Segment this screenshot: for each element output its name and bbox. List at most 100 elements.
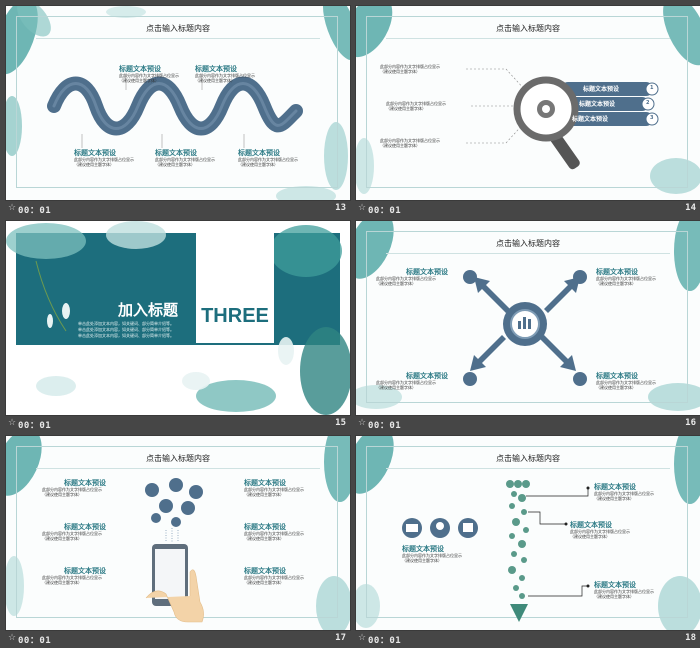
tab-label: 标题文本预设 xyxy=(583,86,620,93)
floral-decoration xyxy=(6,436,350,630)
slide-footer: ☆ 00：01 18 xyxy=(356,632,700,648)
slide-title: 点击输入标题内容 xyxy=(146,454,210,463)
slide-title: 点击输入标题内容 xyxy=(496,454,560,463)
slide-footer: ☆ 00：01 15 xyxy=(6,417,350,433)
item-label: 标题文本预设 xyxy=(119,65,161,73)
item-body: 此部分内容作为文字排版占位显示 （建议使用主题字体） xyxy=(402,553,462,563)
section-number: THREE xyxy=(201,305,269,327)
slide-footer: ☆ 00：01 14 xyxy=(356,202,700,218)
slide-title: 点击输入标题内容 xyxy=(496,24,560,33)
item-body: 此部分内容作为文字排版占位显示 （建议使用主题字体） xyxy=(380,138,440,148)
slide-number: 17 xyxy=(335,633,346,643)
slide-number: 15 xyxy=(335,418,346,428)
item-body: 此部分内容作为文字排版占位显示 （建议使用主题字体） xyxy=(386,101,446,111)
item-label: 标题文本预设 xyxy=(155,149,197,157)
magnifier-graphic xyxy=(466,68,659,170)
floral-decoration xyxy=(356,436,700,630)
title-divider xyxy=(36,468,320,469)
item-label: 标题文本预设 xyxy=(596,372,638,380)
wave-snake-graphic xyxy=(47,74,303,148)
slide-number: 16 xyxy=(685,418,696,428)
slide-frame xyxy=(366,231,688,403)
item-label: 标题文本预设 xyxy=(406,268,448,276)
slide-footer: ☆ 00：01 16 xyxy=(356,417,700,433)
section-heading: 加入标题 xyxy=(118,301,179,319)
item-label: 标题文本预设 xyxy=(64,523,106,531)
slide-title: 点击输入标题内容 xyxy=(496,239,560,248)
item-body: 此部分内容作为文字排版占位显示 （建议使用主题字体） xyxy=(42,487,102,497)
tab-label: 标题文本预设 xyxy=(572,116,609,123)
item-body: 此部分内容作为文字排版占位显示 （建议使用主题字体） xyxy=(238,157,298,167)
transition-star-icon: ☆ xyxy=(8,418,17,428)
item-label: 标题文本预设 xyxy=(238,149,280,157)
item-label: 标题文本预设 xyxy=(244,479,286,487)
title-divider xyxy=(386,38,670,39)
phone-cloud-graphic xyxy=(145,478,204,623)
transition-star-icon: ☆ xyxy=(358,418,367,428)
tab-number: 3 xyxy=(650,115,654,121)
pencil-dots-graphic xyxy=(402,480,590,622)
slide-18: 点击输入标题内容 标题文本预设 此部 xyxy=(356,436,700,630)
item-label: 标题文本预设 xyxy=(244,567,286,575)
slide-17: 点击输入标题内容 标题文本预设 此部分内容作为文字排版占位显示 （建议使用主题字体… xyxy=(6,436,350,630)
item-body: 此部分内容作为文字排版占位显示 （建议使用主题字体） xyxy=(596,380,656,390)
item-label: 标题文本预设 xyxy=(402,545,444,553)
item-body: 此部分内容作为文字排版占位显示 （建议使用主题字体） xyxy=(244,575,304,585)
slide-15: THREE 加入标题 单击此处添加文本内容，如关键词、部分简单介绍等。 单击此处… xyxy=(6,221,350,415)
slide-frame xyxy=(366,446,688,618)
slide-timing: 00：01 xyxy=(368,206,402,216)
slide-footer: ☆ 00：01 17 xyxy=(6,632,350,648)
item-body: 此部分内容作为文字排版占位显示 （建议使用主题字体） xyxy=(596,276,656,286)
slide-timing: 00：01 xyxy=(18,636,52,646)
item-label: 标题文本预设 xyxy=(594,581,636,589)
slide-number: 18 xyxy=(685,633,696,643)
tab-number: 2 xyxy=(646,100,650,106)
arrows-hub-graphic xyxy=(463,270,587,386)
slide-number: 13 xyxy=(335,203,346,213)
slide-timing: 00：01 xyxy=(368,421,402,431)
item-body: 此部分内容作为文字排版占位显示 （建议使用主题字体） xyxy=(376,380,436,390)
slide-14: 点击输入标题内容 标题文本预设 标题文本预设 标题文本预设 1 2 3 此部分内… xyxy=(356,6,700,200)
title-divider xyxy=(386,253,670,254)
transition-star-icon: ☆ xyxy=(8,203,17,213)
slide-timing: 00：01 xyxy=(18,421,52,431)
slide-16: 点击输入标题内容 标题文本预设 此部分内容作为文字排版占位显示 （建议使用主题字体… xyxy=(356,221,700,415)
item-body: 此部分内容作为文字排版占位显示 （建议使用主题字体） xyxy=(195,73,255,83)
slide-frame xyxy=(16,16,338,188)
item-body: 此部分内容作为文字排版占位显示 （建议使用主题字体） xyxy=(42,531,102,541)
section-box xyxy=(196,231,274,343)
slide-number: 14 xyxy=(685,203,696,213)
item-body: 此部分内容作为文字排版占位显示 （建议使用主题字体） xyxy=(376,276,436,286)
item-body: 此部分内容作为文字排版占位显示 （建议使用主题字体） xyxy=(74,157,134,167)
item-label: 标题文本预设 xyxy=(596,268,638,276)
item-label: 标题文本预设 xyxy=(594,483,636,491)
slide-title: 点击输入标题内容 xyxy=(146,24,210,33)
transition-star-icon: ☆ xyxy=(358,203,367,213)
item-body: 此部分内容作为文字排版占位显示 （建议使用主题字体） xyxy=(594,491,654,501)
item-label: 标题文本预设 xyxy=(406,372,448,380)
item-label: 标题文本预设 xyxy=(64,567,106,575)
item-body: 此部分内容作为文字排版占位显示 （建议使用主题字体） xyxy=(380,64,440,74)
item-body: 此部分内容作为文字排版占位显示 （建议使用主题字体） xyxy=(155,157,215,167)
transition-star-icon: ☆ xyxy=(8,633,17,643)
section-description: 单击此处添加文本内容，如关键词、部分简单介绍等。 单击此处添加文本内容，如关键词… xyxy=(78,321,174,338)
title-divider xyxy=(36,38,320,39)
item-label: 标题文本预设 xyxy=(74,149,116,157)
item-label: 标题文本预设 xyxy=(244,523,286,531)
item-label: 标题文本预设 xyxy=(195,65,237,73)
item-body: 此部分内容作为文字排版占位显示 （建议使用主题字体） xyxy=(244,487,304,497)
item-label: 标题文本预设 xyxy=(64,479,106,487)
item-body: 此部分内容作为文字排版占位显示 （建议使用主题字体） xyxy=(594,589,654,599)
item-body: 此部分内容作为文字排版占位显示 （建议使用主题字体） xyxy=(244,531,304,541)
slide-frame xyxy=(366,16,688,188)
slide-timing: 00：01 xyxy=(368,636,402,646)
transition-star-icon: ☆ xyxy=(358,633,367,643)
tab-label: 标题文本预设 xyxy=(579,101,616,108)
slide-13: 点击输入标题内容 标题文本预设 此部分内容作为文字排版占位显示 （建议使用主题字体… xyxy=(6,6,350,200)
item-body: 此部分内容作为文字排版占位显示 （建议使用主题字体） xyxy=(119,73,179,83)
item-body: 此部分内容作为文字排版占位显示 （建议使用主题字体） xyxy=(570,529,630,539)
tab-number: 1 xyxy=(650,85,654,91)
item-label: 标题文本预设 xyxy=(570,521,612,529)
slide-timing: 00：01 xyxy=(18,206,52,216)
floral-decoration xyxy=(6,221,350,415)
